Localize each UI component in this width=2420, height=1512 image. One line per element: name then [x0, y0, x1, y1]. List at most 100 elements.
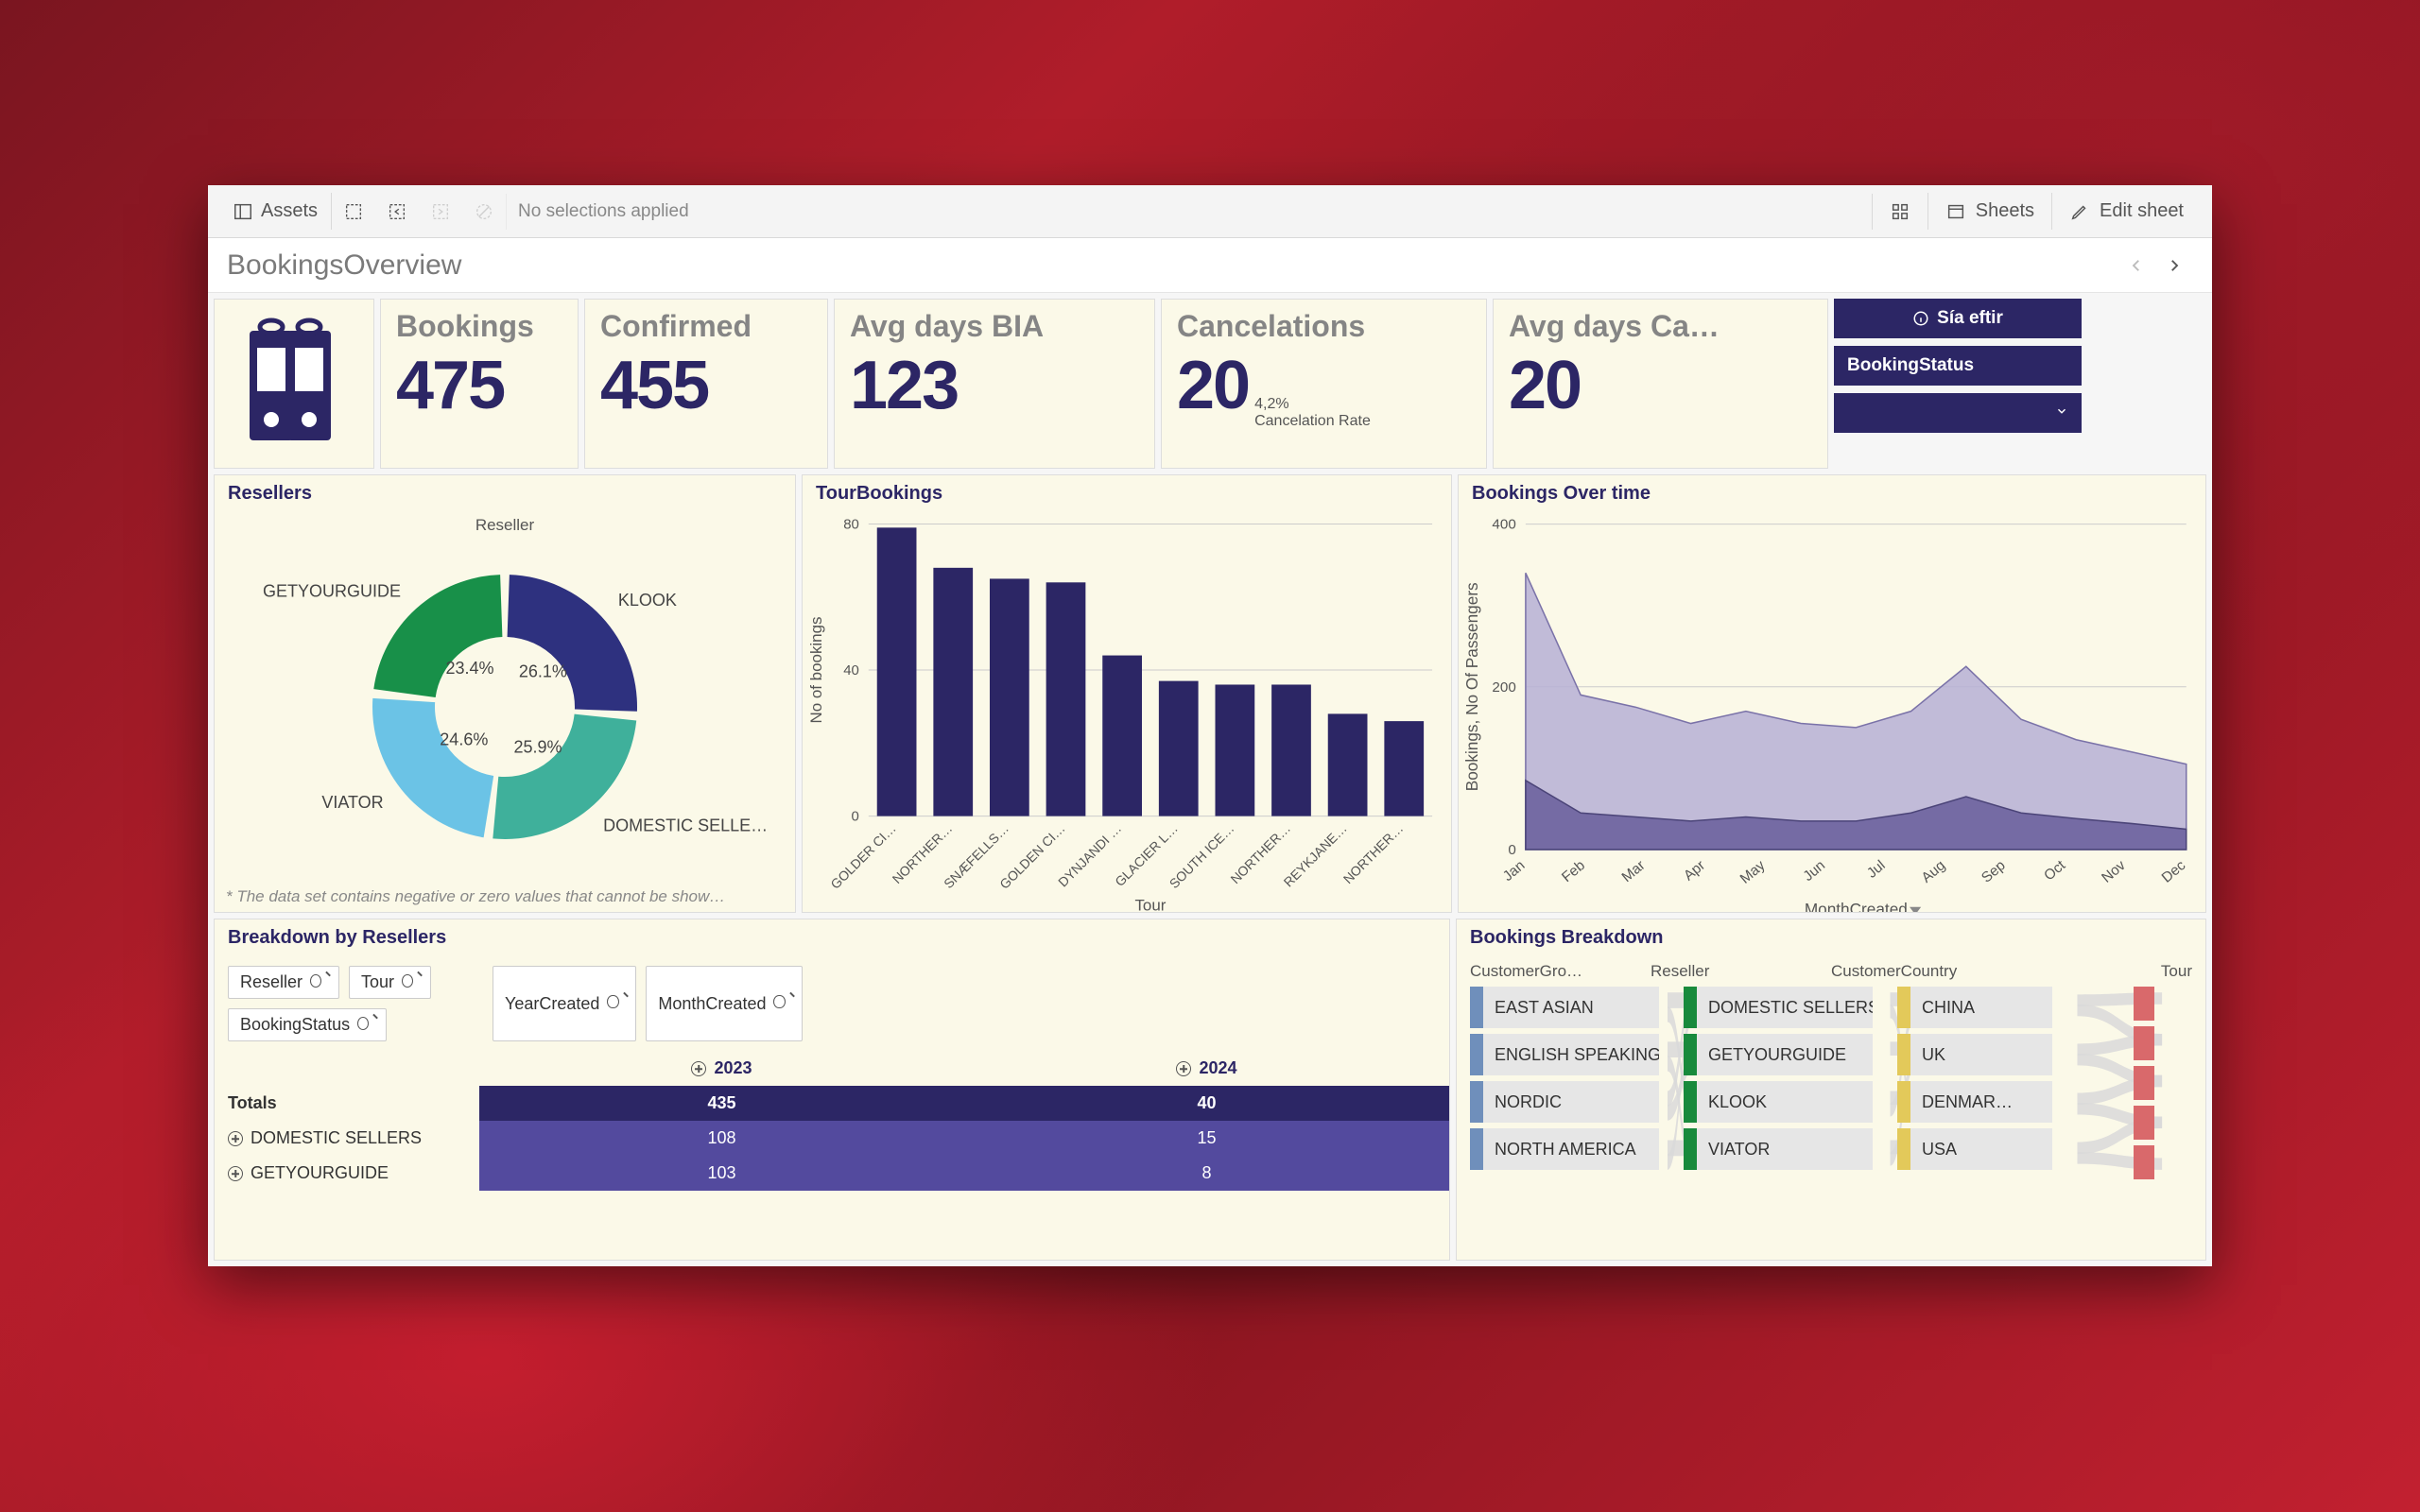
kpi-title: Avg days Ca… [1509, 309, 1812, 344]
sankey-swatch [1897, 1034, 1910, 1075]
dimension-chip[interactable]: BookingStatus [228, 1008, 387, 1041]
filter-dropdown[interactable] [1834, 393, 2082, 433]
sankey-swatch [1897, 1128, 1910, 1170]
sankey-swatch [2134, 1066, 2154, 1100]
bookmarks-button[interactable] [1872, 194, 1927, 230]
sankey-col-header: CustomerCountry [1831, 962, 2012, 981]
sankey-node[interactable]: NORTH AMERICA [1470, 1128, 1659, 1170]
area-chart[interactable]: 0200400Bookings, No Of PassengersJanFebM… [1459, 512, 2205, 913]
selection-back[interactable] [375, 194, 419, 230]
edit-label: Edit sheet [2100, 200, 2184, 222]
sankey-swatch [1684, 1081, 1697, 1123]
svg-text:400: 400 [1492, 517, 1515, 533]
svg-text:Nov: Nov [2099, 857, 2129, 886]
pivot-total-cell: 40 [964, 1086, 1449, 1121]
sankey-swatch [1684, 1128, 1697, 1170]
chevron-down-icon [2055, 403, 2068, 423]
svg-text:GOLDER CI…: GOLDER CI… [827, 820, 898, 891]
sankey-node[interactable] [2134, 1106, 2154, 1140]
sankey-node[interactable]: VIATOR [1684, 1128, 1873, 1170]
svg-text:No of bookings: No of bookings [807, 617, 825, 724]
assets-button[interactable]: Assets [219, 193, 332, 230]
search-icon [357, 1017, 374, 1034]
sankey-node[interactable]: ENGLISH SPEAKING [1470, 1034, 1659, 1075]
sankey-node-label: DENMAR… [1910, 1081, 2052, 1123]
sankey-node-label: KLOOK [1697, 1081, 1873, 1123]
page-title: BookingsOverview [227, 249, 2118, 282]
sankey-node[interactable] [2134, 1145, 2154, 1179]
sankey-node[interactable]: USA [1897, 1128, 2052, 1170]
dimension-chip[interactable]: YearCreated [493, 966, 636, 1041]
sankey-node[interactable]: DENMAR… [1897, 1081, 2052, 1123]
sankey-node[interactable]: GETYOURGUIDE [1684, 1034, 1873, 1075]
pivot-table[interactable]: 20232024Totals43540DOMESTIC SELLERS10815… [215, 1051, 1449, 1191]
sankey-node[interactable] [2134, 1066, 2154, 1100]
kpi-value: 455 [600, 352, 708, 420]
kpi-value: 20 [1509, 352, 1581, 420]
next-sheet-button[interactable] [2155, 247, 2193, 284]
search-icon [310, 974, 327, 991]
dashboard-content: Bookings475Confirmed455Avg days BIA123Ca… [208, 293, 2212, 1266]
assets-label: Assets [261, 200, 318, 222]
kpi-card-3[interactable]: Cancelations204,2%Cancelation Rate [1161, 299, 1487, 469]
pivot-row-label[interactable]: GETYOURGUIDE [215, 1156, 479, 1191]
panel-icon [233, 201, 253, 222]
selection-fwd[interactable] [419, 194, 462, 230]
bar-chart[interactable]: 04080No of bookingsGOLDER CI…NORTHER…SNÆ… [803, 512, 1451, 913]
selection-clear[interactable] [462, 194, 507, 230]
sankey-node[interactable]: DOMESTIC SELLERS [1684, 987, 1873, 1028]
sankey-node-label: ENGLISH SPEAKING [1483, 1034, 1659, 1075]
svg-text:Apr: Apr [1681, 857, 1708, 884]
edit-sheet-button[interactable]: Edit sheet [2051, 193, 2201, 230]
filter-header-button[interactable]: Sía eftir [1834, 299, 2082, 338]
sankey-node[interactable]: NORDIC [1470, 1081, 1659, 1123]
selection-tool-1[interactable] [332, 194, 375, 230]
kpi-card-2[interactable]: Avg days BIA123 [834, 299, 1155, 469]
dimension-chip[interactable]: Tour [349, 966, 431, 999]
donut-note: * The data set contains negative or zero… [215, 882, 795, 912]
svg-text:Aug: Aug [1919, 857, 1949, 885]
kpi-card-1[interactable]: Confirmed455 [584, 299, 828, 469]
pivot-year-header[interactable]: 2023 [479, 1051, 964, 1086]
kpi-card-4[interactable]: Avg days Ca… 20 [1493, 299, 1828, 469]
sankey-node[interactable]: UK [1897, 1034, 2052, 1075]
col-dimension-chips: YearCreatedMonthCreated [479, 956, 816, 1051]
sheets-button[interactable]: Sheets [1927, 193, 2051, 230]
sankey-swatch [2134, 1026, 2154, 1060]
sankey-node[interactable] [2134, 987, 2154, 1021]
kpi-title: Bookings [396, 309, 562, 344]
sankey-node[interactable] [2134, 1026, 2154, 1060]
dimension-chip[interactable]: MonthCreated [646, 966, 803, 1041]
donut-chart[interactable]: Reseller 26.1%KLOOK25.9%DOMESTIC SELLE…2… [215, 512, 795, 882]
sankey-swatch [1470, 1128, 1483, 1170]
sankey-node[interactable]: CHINA [1897, 987, 2052, 1028]
sankey-node-label: VIATOR [1697, 1128, 1873, 1170]
title-row: BookingsOverview [208, 238, 2212, 293]
svg-text:MonthCreated: MonthCreated [1805, 900, 1908, 913]
pivot-row-label[interactable]: DOMESTIC SELLERS [215, 1121, 479, 1156]
svg-text:NORTHER…: NORTHER… [1340, 820, 1407, 886]
sankey-chart[interactable]: EAST ASIAN ENGLISH SPEAKING NORDIC NORTH AM… [1457, 987, 2205, 1260]
sankey-node[interactable]: KLOOK [1684, 1081, 1873, 1123]
search-icon [402, 974, 419, 991]
svg-text:Jul: Jul [1864, 857, 1889, 882]
filter-bookingstatus-button[interactable]: BookingStatus [1834, 346, 2082, 386]
sheets-icon [1945, 201, 1966, 222]
sankey-node[interactable]: EAST ASIAN [1470, 987, 1659, 1028]
sankey-swatch [1470, 1081, 1483, 1123]
charts-row: Resellers Reseller 26.1%KLOOK25.9%DOMEST… [214, 474, 2206, 913]
pivot-year-header[interactable]: 2024 [964, 1051, 1449, 1086]
svg-text:Jun: Jun [1800, 857, 1828, 885]
kpi-card-0[interactable]: Bookings475 [380, 299, 579, 469]
svg-text:KLOOK: KLOOK [618, 591, 677, 610]
svg-text:26.1%: 26.1% [519, 662, 567, 680]
sankey-swatch [1897, 1081, 1910, 1123]
sankey-swatch [1897, 987, 1910, 1028]
sankey-swatch [1470, 1034, 1483, 1075]
prev-sheet-button[interactable] [2118, 247, 2155, 284]
svg-text:Tour: Tour [1134, 896, 1166, 913]
resellers-title: Resellers [215, 475, 795, 512]
dimension-chip[interactable]: Reseller [228, 966, 339, 999]
sankey-title: Bookings Breakdown [1457, 919, 2205, 956]
binder-icon [233, 318, 355, 450]
